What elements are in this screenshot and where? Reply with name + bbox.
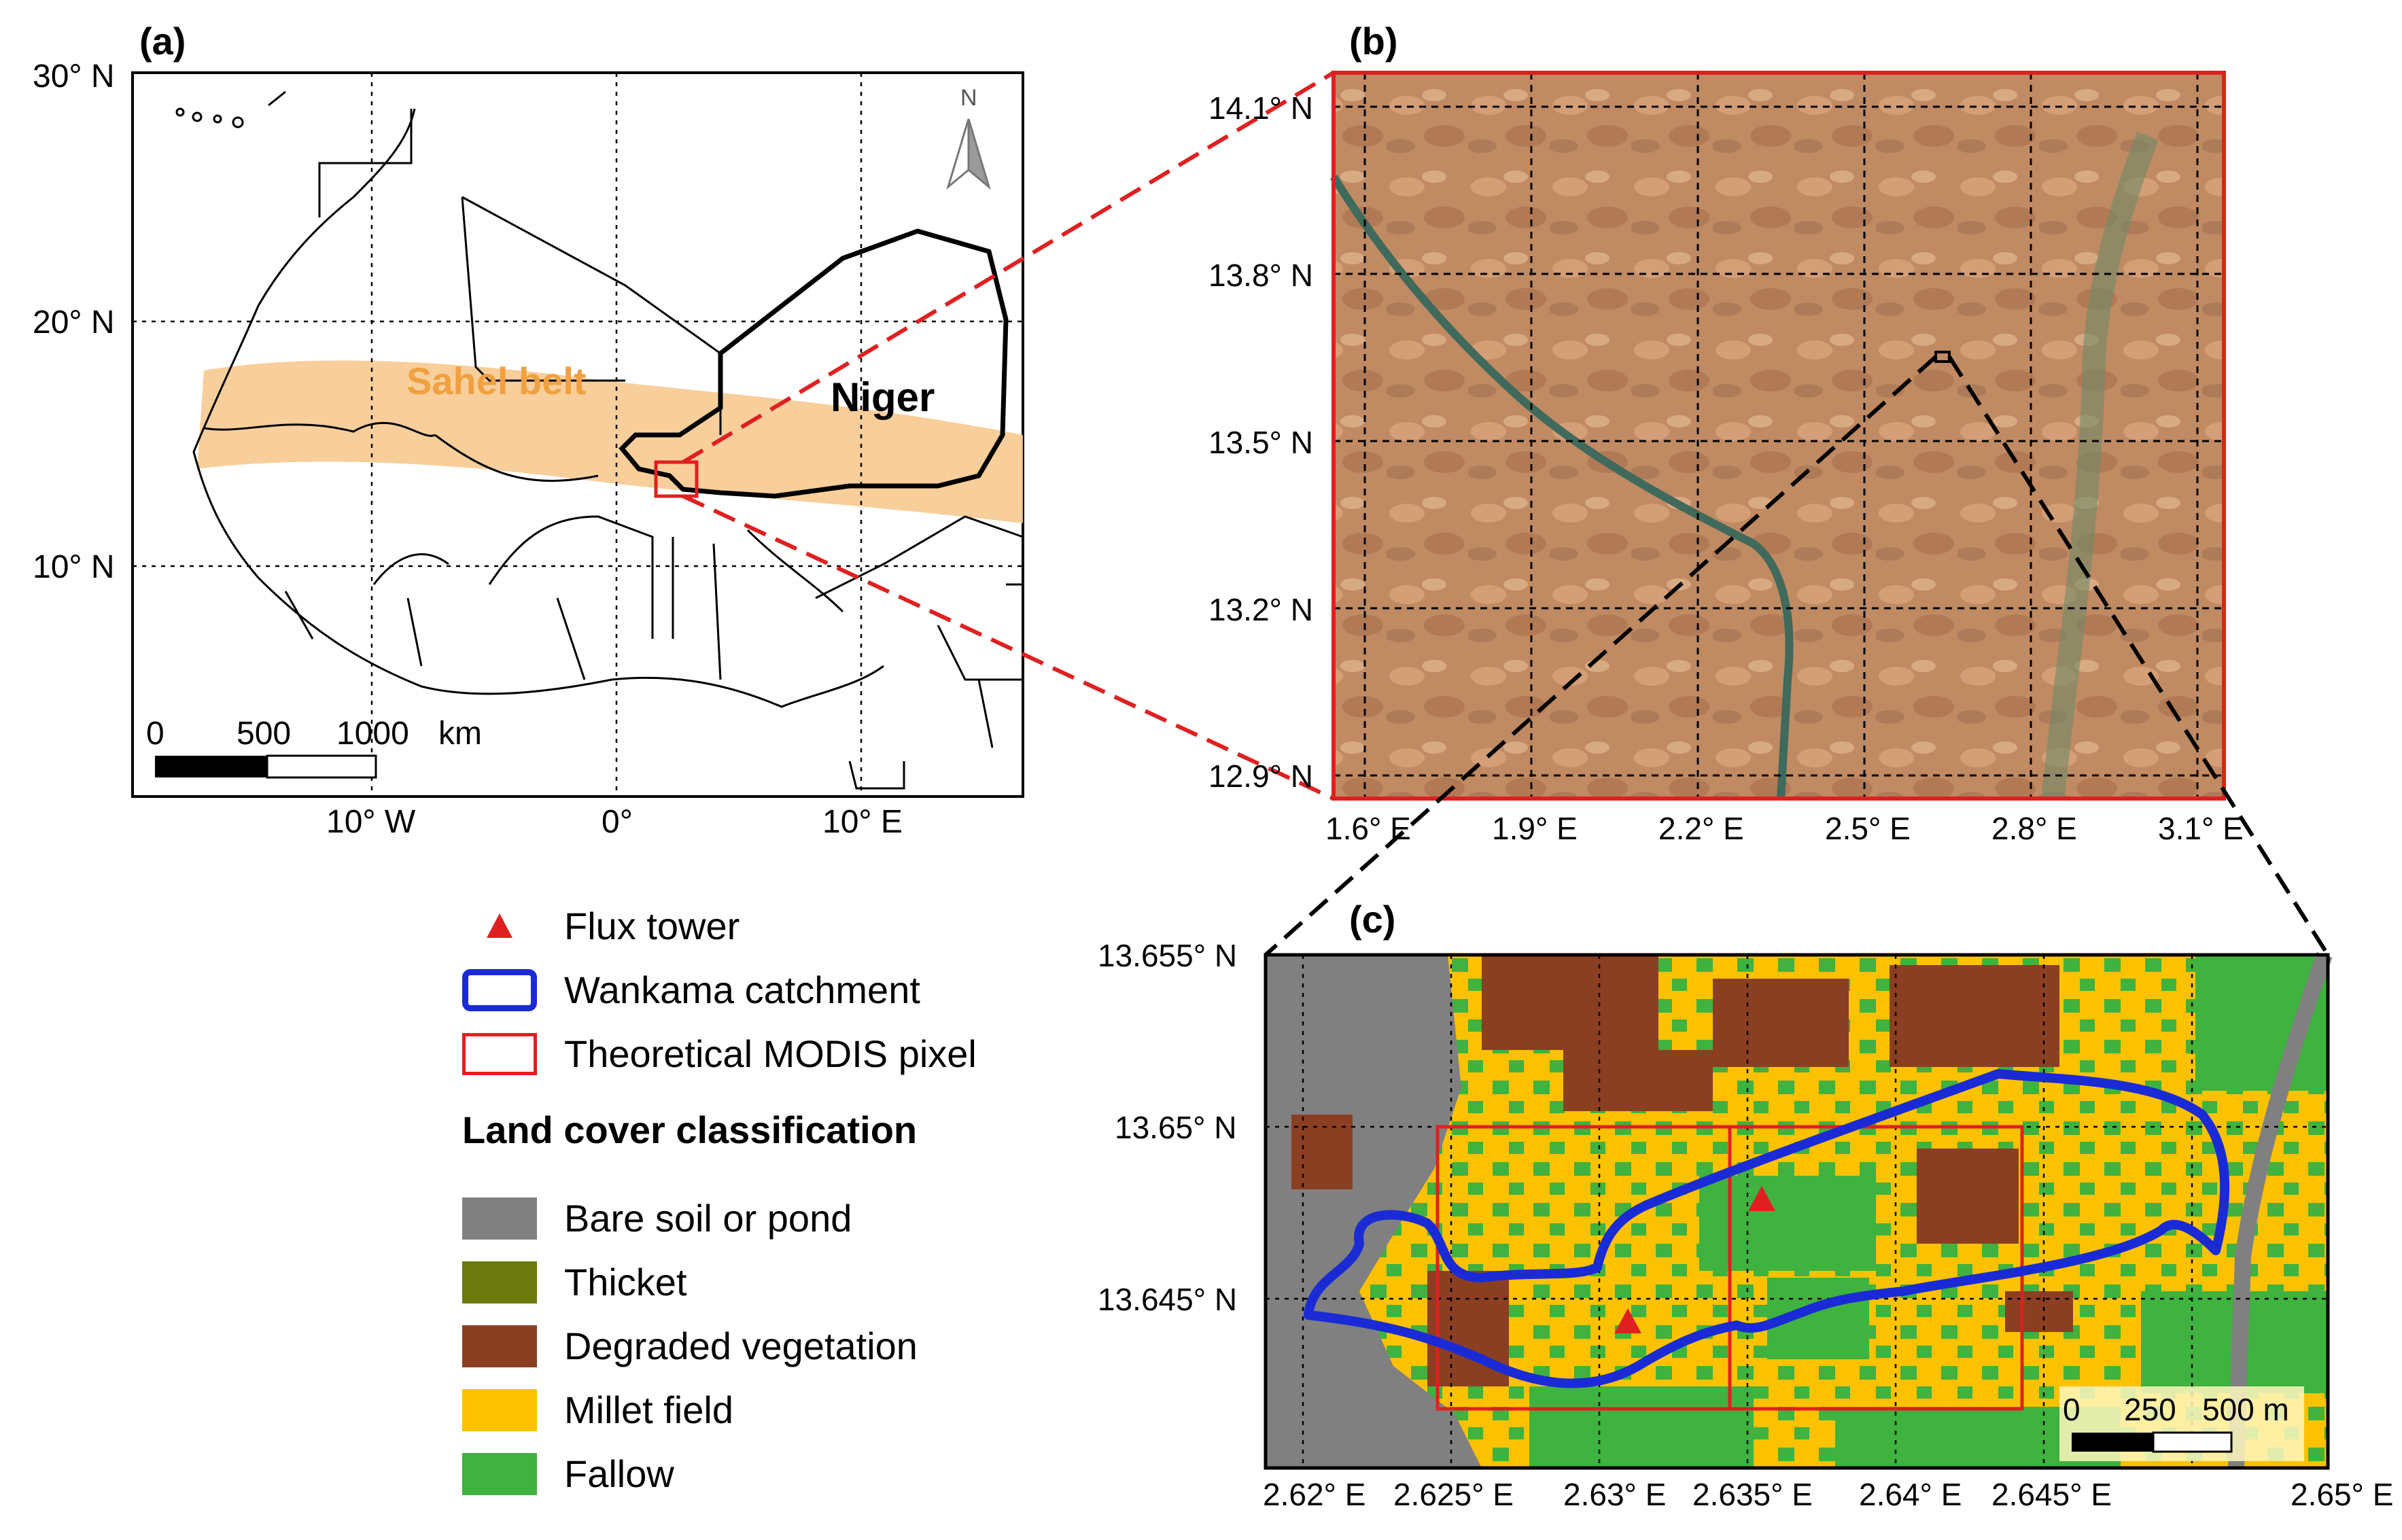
panel-c-label: (c) — [1349, 898, 1396, 941]
panel-b-lon-2-8: 2.8° E — [1991, 811, 2077, 846]
legend-item-flux-tower: Flux tower — [462, 904, 739, 948]
panel-b-lon-1-6: 1.6° E — [1325, 811, 1411, 846]
niger-border — [619, 228, 1009, 499]
panel-c-channel — [2228, 952, 2333, 1469]
country-borders — [192, 108, 1024, 790]
valley-channel — [2041, 131, 2159, 800]
panel-b-frame — [1331, 71, 2226, 801]
scale-bar-black — [155, 756, 267, 777]
panel-c-frame — [1264, 953, 2330, 1470]
panel-b-lat-13-2: 13.2° N — [1208, 592, 1313, 627]
legend-class-millet: Millet field — [462, 1388, 733, 1432]
panel-c-lon-2-635: 2.635° E — [1692, 1477, 1813, 1512]
north-arrow-icon — [946, 118, 991, 190]
flux-tower-1-icon — [1614, 1308, 1641, 1333]
legend-classification-title: Land cover classification — [462, 1108, 918, 1151]
panel-c-scale-500: 500 m — [2202, 1392, 2289, 1427]
red-outline-box-icon — [462, 1032, 537, 1075]
bare-soil-area — [1266, 955, 1482, 1468]
panel-c-scale-0: 0 — [2063, 1392, 2081, 1427]
degraded-vegetation-patches — [1291, 955, 2073, 1386]
legend-label-bare-soil: Bare soil or pond — [564, 1197, 852, 1240]
panel-b-satellite: 14.1° N 13.8° N 13.5° N 13.2° N 12.9° N … — [1208, 71, 2244, 846]
panel-b-lon-1-9: 1.9° E — [1492, 811, 1578, 846]
legend-label-flux-tower: Flux tower — [564, 905, 740, 947]
niger-river — [1329, 174, 1794, 799]
legend-label-fallow: Fallow — [564, 1452, 674, 1495]
legend-label-degraded: Degraded vegetation — [564, 1325, 918, 1367]
fallow-swatch — [462, 1452, 537, 1495]
panel-a-study-area-box — [654, 460, 699, 498]
bare-soil-swatch — [462, 1197, 537, 1240]
panel-c-scale-white — [2152, 1431, 2233, 1453]
panel-a-lat-30: 30° N — [33, 58, 115, 94]
panel-c-lon-2-62: 2.62° E — [1263, 1477, 1365, 1512]
panel-c-landcover: 0 250 500 m 13.655° N 13.65° N 13.645° N… — [1098, 938, 2393, 1512]
legend-class-bare-soil: Bare soil or pond — [462, 1196, 852, 1240]
wankama-catchment — [1304, 1069, 2230, 1388]
red-triangle-icon — [487, 913, 512, 938]
panel-a-label: (a) — [139, 20, 186, 63]
sahel-belt-band — [197, 360, 1023, 523]
panel-b-label: (b) — [1349, 20, 1398, 63]
panel-b-lon-3-1: 3.1° E — [2158, 811, 2244, 846]
panel-a-lat-10: 10° N — [33, 549, 115, 585]
panel-c-lon-2-63: 2.63° E — [1563, 1477, 1666, 1512]
legend-item-modis: Theoretical MODIS pixel — [462, 1032, 977, 1076]
legend-label-thicket: Thicket — [564, 1261, 687, 1303]
panel-a-map: N 0 500 1000 km Sahel belt Niger 30° N 2… — [33, 58, 1024, 840]
niger-label: Niger — [831, 374, 935, 420]
legend-class-degraded: Degraded vegetation — [462, 1324, 918, 1368]
scale-label-500: 500 — [237, 716, 291, 752]
panel-a-lon-10w: 10° W — [326, 804, 416, 840]
panel-c-lon-2-65: 2.65° E — [2291, 1477, 2393, 1512]
panel-b-lat-14-1: 14.1° N — [1208, 90, 1313, 126]
legend-label-catchment: Wankama catchment — [564, 968, 920, 1011]
millet-field-swatch — [462, 1388, 537, 1431]
scale-bar-white — [266, 754, 377, 779]
legend-class-thicket: Thicket — [462, 1260, 687, 1304]
panel-b-lon-2-5: 2.5° E — [1825, 811, 1911, 846]
panel-c-lat-13-645: 13.645° N — [1098, 1282, 1237, 1317]
scale-label-0: 0 — [146, 716, 164, 752]
panel-b-lat-12-9: 12.9° N — [1208, 758, 1313, 794]
panel-b-lon-2-2: 2.2° E — [1658, 811, 1744, 846]
panel-a-lat-20: 20° N — [33, 304, 115, 340]
degraded-vegetation-swatch — [462, 1325, 537, 1367]
canary-islands — [175, 90, 286, 128]
legend-item-catchment: Wankama catchment — [462, 968, 920, 1012]
scale-label-km: km — [438, 716, 482, 752]
panel-a-gridlines — [133, 73, 1023, 797]
panel-a-lon-10e: 10° E — [822, 804, 903, 840]
panel-c-lon-2-64: 2.64° E — [1859, 1477, 1962, 1512]
panel-c-lon-2-625: 2.625° E — [1393, 1477, 1514, 1512]
zoom-lines-b-to-c — [1264, 355, 2330, 957]
panel-b-lat-13-5: 13.5° N — [1208, 425, 1313, 460]
panel-c-lat-13-65: 13.65° N — [1115, 1110, 1237, 1145]
panel-c-lat-13-655: 13.655° N — [1098, 938, 1237, 973]
panel-b-lat-13-8: 13.8° N — [1208, 258, 1313, 293]
panel-c-scale-black — [2072, 1433, 2153, 1452]
legend-label-millet: Millet field — [564, 1388, 733, 1431]
sahel-belt-label: Sahel belt — [406, 360, 587, 402]
panel-b-gridlines — [1334, 73, 2224, 799]
thicket-swatch — [462, 1261, 537, 1303]
legend-class-fallow: Fallow — [462, 1452, 674, 1496]
flux-tower-2-icon — [1748, 1186, 1775, 1211]
panel-c-lon-2-645: 2.645° E — [1991, 1477, 2112, 1512]
legend-label-modis: Theoretical MODIS pixel — [564, 1032, 977, 1075]
blue-outline-box-icon — [462, 968, 537, 1011]
panel-c-scale-250: 250 — [2124, 1392, 2176, 1427]
panel-a-lon-0: 0° — [602, 804, 633, 840]
scale-label-1000: 1000 — [336, 716, 409, 752]
zoom-lines-a-to-b — [682, 71, 1335, 801]
north-label: N — [960, 85, 977, 111]
